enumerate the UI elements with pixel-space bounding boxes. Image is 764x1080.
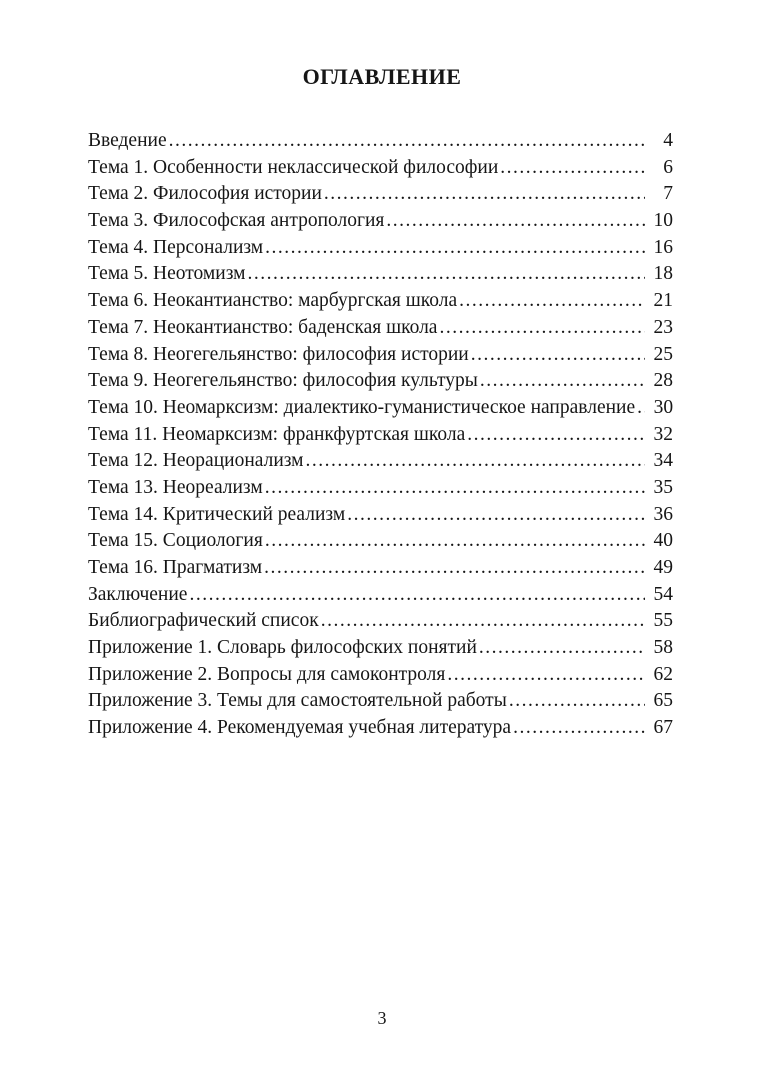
toc-entry-page: 55 (653, 610, 674, 632)
toc-entry: Тема 12. Неорационализм 34 (88, 448, 673, 475)
toc-entry: Тема 13. Неореализм 35 (88, 475, 673, 502)
toc-entry-label: Тема 1. Особенности неклассической филос… (88, 156, 499, 178)
toc-entry-page: 16 (653, 236, 674, 258)
toc-dot-leader (459, 288, 645, 315)
toc-entry: Введение 4 (88, 128, 673, 155)
toc-entry-page: 54 (653, 583, 674, 605)
toc-dot-leader (306, 448, 645, 475)
toc-entry-label: Тема 10. Неомарксизм: диалектико-гуманис… (88, 396, 636, 418)
toc-entry-label: Тема 6. Неокантианство: марбургская школ… (88, 290, 458, 312)
toc-entry: Тема 6. Неокантианство: марбургская школ… (88, 288, 673, 315)
toc-entry-page: 49 (653, 557, 674, 578)
toc-entry: Тема 4. Персонализм 16 (88, 235, 673, 262)
toc-entry-page: 58 (653, 637, 674, 659)
toc-entry-label: Тема 11. Неомарксизм: франкфуртская школ… (88, 423, 466, 445)
toc-entry: Приложение 2. Вопросы для самоконтроля 6… (88, 662, 673, 689)
toc-list: Введение 4 Тема 1. Особенности неклассич… (88, 128, 673, 742)
toc-dot-leader (471, 342, 645, 369)
toc-entry: Приложение 4. Рекомендуемая учебная лите… (88, 715, 673, 742)
toc-entry-page: 25 (653, 343, 674, 365)
toc-entry-label: Приложение 4. Рекомендуемая учебная лите… (88, 717, 512, 739)
toc-entry-label: Заключение (88, 583, 188, 605)
toc-entry: Тема 7. Неокантианство: баденская школа … (88, 315, 673, 342)
toc-dot-leader (479, 635, 645, 662)
toc-entry-page: 32 (653, 423, 674, 445)
toc-dot-leader (264, 555, 645, 582)
toc-entry-label: Тема 14. Критический реализм (88, 503, 346, 525)
toc-entry-page: 30 (653, 396, 674, 418)
toc-dot-leader (480, 368, 645, 395)
toc-dot-leader (509, 688, 645, 715)
toc-entry-label: Тема 16. Прагматизм (88, 557, 263, 578)
toc-dot-leader (447, 662, 645, 689)
toc-entry-label: Приложение 3. Темы для самостоятельной р… (88, 690, 507, 712)
toc-dot-leader (265, 528, 645, 555)
page-number: 3 (377, 1008, 387, 1028)
toc-dot-leader (247, 261, 645, 288)
toc-entry-page: 36 (653, 503, 674, 525)
toc-entry-label: Тема 7. Неокантианство: баденская школа (88, 316, 438, 338)
toc-entry: Тема 15. Социология 40 (88, 528, 673, 555)
toc-dot-leader (265, 475, 645, 502)
toc-entry-page: 7 (663, 183, 673, 205)
toc-dot-leader (169, 128, 645, 155)
toc-entry-label: Тема 2. Философия истории (88, 183, 322, 205)
toc-entry-page: 10 (653, 210, 674, 232)
toc-dot-leader (386, 208, 645, 235)
toc-dot-leader (513, 715, 645, 742)
toc-entry: Заключение 54 (88, 582, 673, 609)
toc-entry-label: Тема 4. Персонализм (88, 236, 264, 258)
toc-entry-page: 4 (663, 130, 673, 151)
toc-entry-label: Тема 13. Неореализм (88, 476, 263, 498)
page-title: ОГЛАВЛЕНИЕ (302, 64, 462, 89)
toc-dot-leader (324, 181, 645, 208)
toc-entry-label: Тема 3. Философская антропология (88, 210, 385, 232)
toc-entry-page: 65 (653, 690, 674, 712)
toc-entry: Тема 8. Неогегельянство: философия истор… (88, 342, 673, 369)
toc-entry-page: 18 (653, 263, 674, 285)
toc-entry: Тема 9. Неогегельянство: философия культ… (88, 368, 673, 395)
toc-entry-page: 28 (653, 370, 674, 392)
toc-entry-page: 23 (653, 316, 674, 338)
toc-entry-page: 6 (663, 156, 673, 178)
toc-entry-page: 21 (653, 290, 674, 312)
toc-entry: Тема 10. Неомарксизм: диалектико-гуманис… (88, 395, 673, 422)
toc-entry: Тема 16. Прагматизм 49 (88, 555, 673, 582)
toc-entry: Тема 1. Особенности неклассической филос… (88, 155, 673, 182)
toc-dot-leader (500, 155, 645, 182)
toc-dot-leader (467, 422, 645, 449)
toc-entry-page: 35 (653, 476, 674, 498)
toc-entry-page: 62 (653, 663, 674, 685)
toc-entry: Тема 14. Критический реализм 36 (88, 502, 673, 529)
toc-entry-label: Приложение 2. Вопросы для самоконтроля (88, 663, 446, 685)
toc-entry: Библиографический список 55 (88, 608, 673, 635)
toc-entry: Тема 11. Неомарксизм: франкфуртская школ… (88, 422, 673, 449)
toc-dot-leader (439, 315, 645, 342)
toc-dot-leader (347, 502, 645, 529)
toc-entry-page: 40 (653, 530, 674, 552)
toc-dot-leader (321, 608, 645, 635)
toc-entry-page: 67 (653, 717, 674, 739)
toc-entry-page: 34 (653, 450, 674, 472)
toc-entry-label: Библиографический список (88, 610, 319, 632)
toc-entry-label: Приложение 1. Словарь философских поняти… (88, 637, 477, 659)
toc-entry: Тема 5. Неотомизм 18 (88, 261, 673, 288)
toc-entry: Тема 3. Философская антропология 10 (88, 208, 673, 235)
toc-entry-label: Тема 5. Неотомизм (88, 263, 246, 285)
toc-entry-label: Тема 12. Неорационализм (88, 450, 304, 472)
toc-dot-leader (265, 235, 645, 262)
toc-entry: Приложение 3. Темы для самостоятельной р… (88, 688, 673, 715)
toc-entry-label: Тема 15. Социология (88, 530, 263, 552)
toc-entry-label: Тема 8. Неогегельянство: философия истор… (88, 343, 469, 365)
toc-entry-label: Тема 9. Неогегельянство: философия культ… (88, 370, 478, 392)
toc-entry-label: Введение (88, 130, 167, 151)
toc-entry: Тема 2. Философия истории 7 (88, 181, 673, 208)
toc-dot-leader (637, 395, 645, 422)
toc-dot-leader (189, 582, 645, 609)
toc-entry: Приложение 1. Словарь философских поняти… (88, 635, 673, 662)
